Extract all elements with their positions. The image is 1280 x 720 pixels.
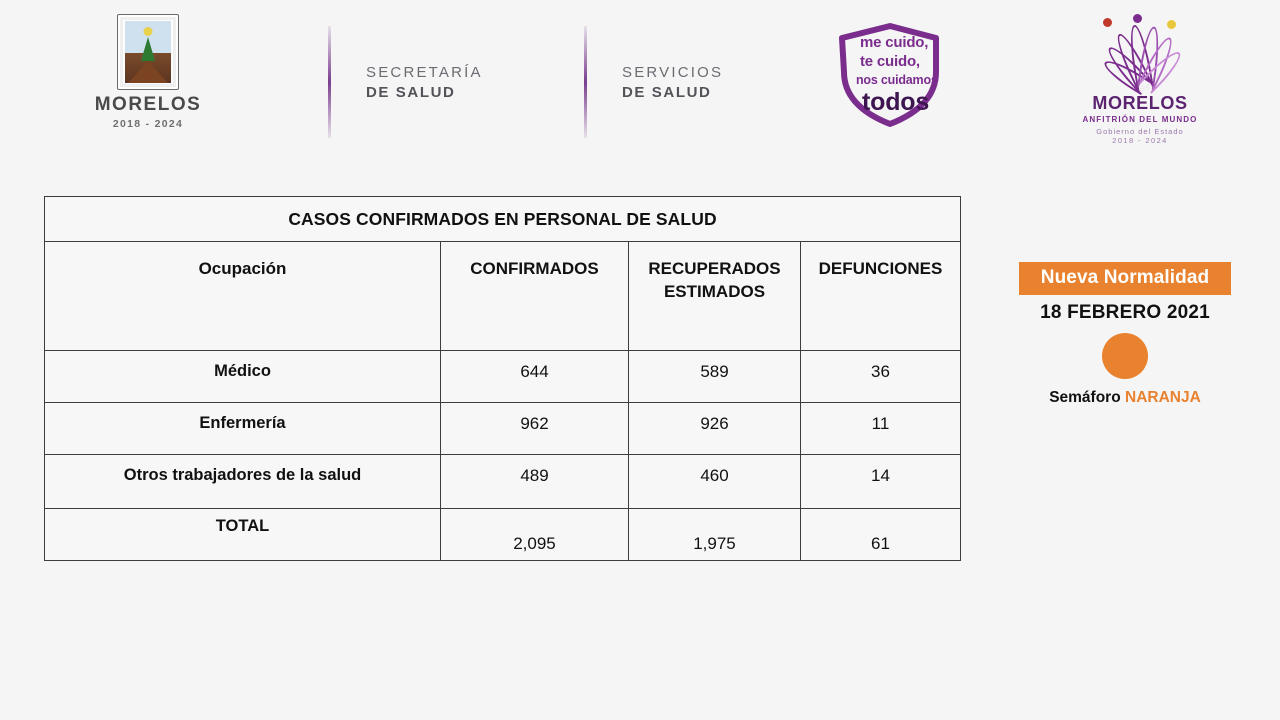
page-header: MORELOS 2018 - 2024 SECRETARÍA DE SALUD … [0, 0, 1280, 160]
semaforo-label: Semáforo [1049, 389, 1121, 406]
secretaria-line1: SECRETARÍA [366, 63, 483, 81]
column-header-recuperados-line2: ESTIMADOS [663, 281, 766, 301]
shield-outline-icon [839, 23, 939, 127]
column-header-confirmados: CONFIRMADOS [440, 241, 629, 351]
me-cuido-line4: todos [862, 88, 930, 116]
anfitrion-wordmark: MORELOS [1092, 93, 1188, 113]
dot-purple-icon [1133, 14, 1142, 23]
morelos-shield-wordmark: MORELOS [94, 94, 202, 115]
me-cuido-campaign-logo: me cuido, te cuido, nos cuidamos todos [828, 18, 958, 132]
dot-yellow-icon [1167, 20, 1176, 29]
servicios-line2: DE SALUD [622, 83, 712, 101]
morelos-coat-of-arms-icon [117, 14, 179, 90]
anfitrion-tagline: ANFITRIÓN DEL MUNDO [1082, 115, 1198, 124]
morelos-anfitrion-logo: MORELOS ANFITRIÓN DEL MUNDO Gobierno del… [1078, 14, 1202, 145]
total-defunciones: 61 [800, 508, 961, 561]
nueva-normalidad-badge: Nueva Normalidad [1019, 262, 1231, 295]
otros-confirmados: 489 [440, 454, 629, 509]
table-total-row: TOTAL 2,095 1,975 61 [44, 508, 961, 561]
total-confirmados: 2,095 [440, 508, 629, 561]
otros-defunciones: 14 [800, 454, 961, 509]
row-label-medico: Médico [44, 350, 441, 403]
medico-defunciones: 36 [800, 350, 961, 403]
medico-confirmados: 644 [440, 350, 629, 403]
servicios-de-salud-logo: SERVICIOS DE SALUD [584, 26, 794, 138]
servicios-line1: SERVICIOS [622, 63, 724, 81]
medico-recuperados: 589 [628, 350, 801, 403]
enfermeria-confirmados: 962 [440, 402, 629, 455]
casos-confirmados-table: CASOS CONFIRMADOS EN PERSONAL DE SALUD O… [44, 196, 961, 561]
table-row: Enfermería 962 926 11 [44, 402, 961, 455]
semaforo-color-indicator [1102, 333, 1148, 379]
table-row: Médico 644 589 36 [44, 350, 961, 403]
row-label-otros-trabajadores: Otros trabajadores de la salud [44, 454, 441, 509]
status-panel: Nueva Normalidad 18 FEBRERO 2021 Semáfor… [1019, 262, 1231, 407]
table-header-row: Ocupación CONFIRMADOS RECUPERADOS ESTIMA… [44, 241, 961, 351]
column-header-defunciones: DEFUNCIONES [800, 241, 961, 351]
anfitrion-gobierno: Gobierno del Estado [1096, 127, 1184, 136]
me-cuido-line3: nos cuidamos [856, 73, 938, 87]
morelos-shield-years: 2018 - 2024 [112, 118, 184, 130]
row-label-total: TOTAL [44, 508, 441, 561]
enfermeria-defunciones: 11 [800, 402, 961, 455]
purple-divider-bar [584, 26, 587, 138]
secretaria-line2: DE SALUD [366, 83, 456, 101]
enfermeria-recuperados: 926 [628, 402, 801, 455]
dot-red-icon [1103, 18, 1112, 27]
anfitrion-years: 2018 - 2024 [1112, 136, 1168, 145]
secretaria-de-salud-logo: SECRETARÍA DE SALUD [328, 26, 568, 138]
semaforo-status-text: Semáforo NARANJA [1019, 389, 1231, 407]
table-row: Otros trabajadores de la salud 489 460 1… [44, 454, 961, 509]
row-label-enfermeria: Enfermería [44, 402, 441, 455]
me-cuido-line1: me cuido, [860, 34, 929, 51]
column-header-recuperados-line1: RECUPERADOS [648, 259, 781, 278]
purple-divider-bar [328, 26, 331, 138]
column-header-recuperados-estimados: RECUPERADOS ESTIMADOS [628, 241, 801, 351]
total-recuperados: 1,975 [628, 508, 801, 561]
morelos-shield-logo: MORELOS 2018 - 2024 [92, 14, 204, 130]
morelos-petals-icon [1081, 14, 1199, 96]
semaforo-color-name: NARANJA [1125, 389, 1201, 406]
table-title-row: CASOS CONFIRMADOS EN PERSONAL DE SALUD [44, 196, 961, 242]
otros-recuperados: 460 [628, 454, 801, 509]
me-cuido-line2: te cuido, [860, 53, 920, 70]
table-title: CASOS CONFIRMADOS EN PERSONAL DE SALUD [44, 196, 961, 242]
column-header-ocupacion: Ocupación [44, 241, 441, 351]
status-date: 18 FEBRERO 2021 [1040, 302, 1210, 323]
